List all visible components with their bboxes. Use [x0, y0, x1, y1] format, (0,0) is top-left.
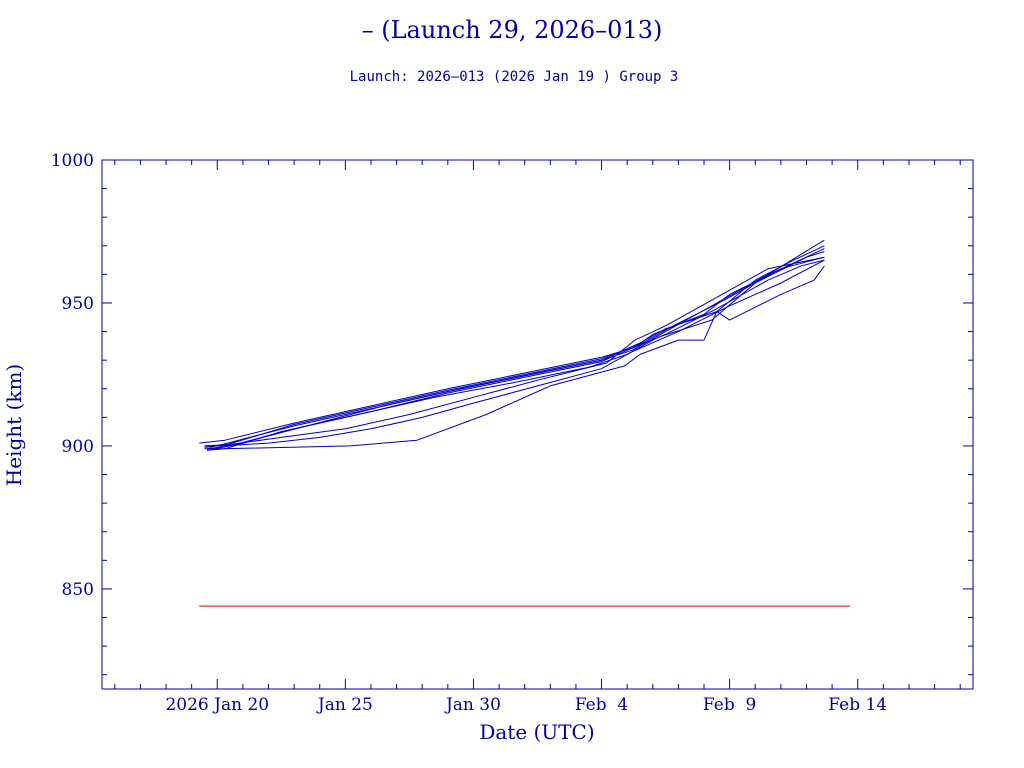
series-line-object-7: [204, 248, 825, 448]
x-tick-label: Feb 4: [575, 695, 628, 715]
x-tick-label: Feb 9: [703, 695, 756, 715]
series-line-object-4: [206, 251, 825, 451]
y-tick-label: 850: [62, 580, 94, 600]
series-line-object-9: [204, 259, 825, 447]
series-line-object-2: [206, 245, 825, 450]
tick-labels: 2026 Jan 20 Jan 25 Jan 30 Feb 4 Feb 9 Feb 14 8…: [51, 151, 887, 715]
axes: [101, 159, 974, 690]
x-tick-label: Feb 14: [828, 695, 887, 715]
series-line-object-6: [206, 259, 825, 451]
y-tick-label: 900: [62, 437, 94, 457]
x-axis-title: Date (UTC): [479, 720, 594, 744]
series-line-object-5: [204, 265, 825, 450]
series-line-object-1: [199, 256, 825, 444]
y-tick-label: 1000: [51, 151, 94, 171]
y-axis-title: Height (km): [2, 364, 26, 486]
x-tick-label: Jan 25: [316, 695, 373, 715]
series-layer: [199, 239, 825, 451]
plot-frame: [101, 159, 974, 690]
chart-subtitle: Launch: 2026–013 (2026 Jan 19 ) Group 3: [350, 69, 679, 85]
y-tick-label: 950: [62, 294, 94, 314]
x-tick-label: Jan 30: [444, 695, 501, 715]
series-line-object-3: [204, 256, 825, 447]
x-tick-label: 2026 Jan 20: [165, 695, 269, 715]
chart-title: – (Launch 29, 2026–013): [362, 16, 663, 44]
series-line-object-8: [209, 239, 825, 448]
